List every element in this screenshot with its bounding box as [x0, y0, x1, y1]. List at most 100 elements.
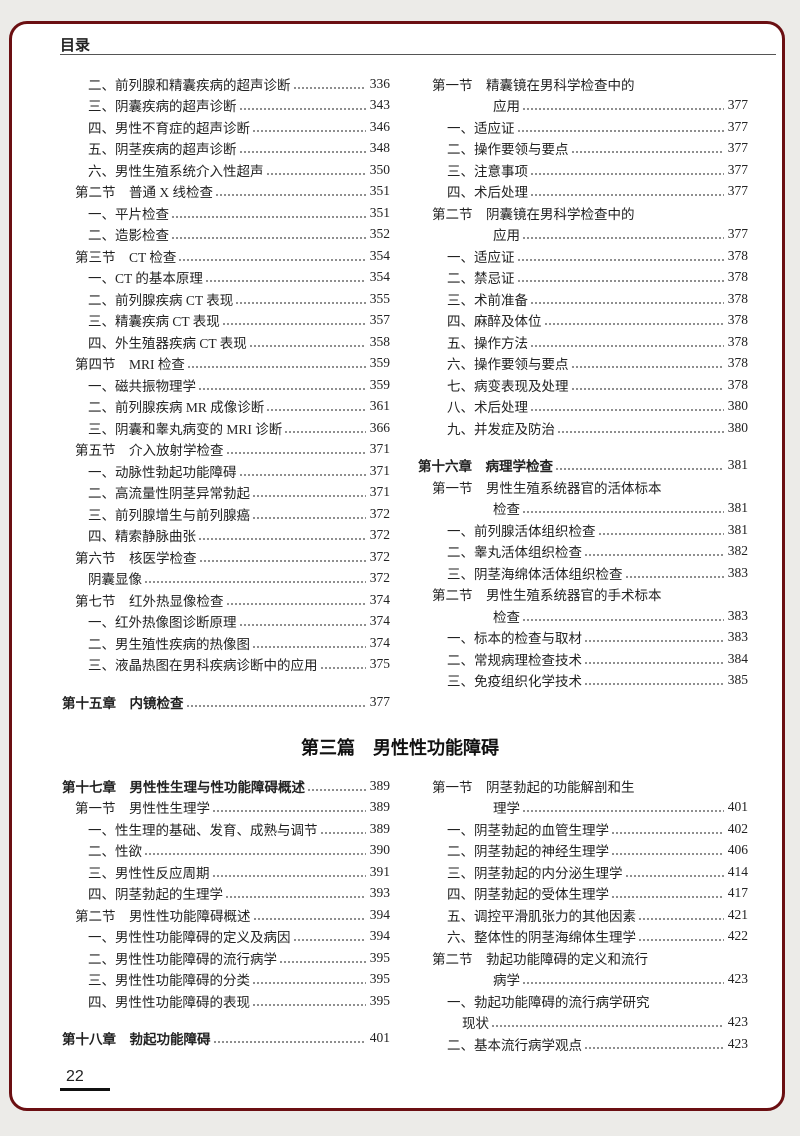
dot-leader — [597, 524, 724, 535]
toc-column-bottom-right: 第一节 阴茎勃起的功能解剖和生 理学 401 一、阴茎勃起的血管生理学 402 二、阴茎勃… — [418, 775, 748, 1055]
toc-entry-section[interactable]: 第一节 男性生殖系统器官的活体标本 — [418, 476, 748, 498]
toc-entry-item[interactable]: 三、免疫组织化学技术 385 — [418, 670, 748, 692]
toc-entry-item[interactable]: 三、精囊疾病 CT 表现 357 — [62, 310, 390, 332]
dot-leader — [516, 121, 724, 132]
toc-entry-item[interactable]: 一、性生理的基础、发育、成熟与调节 389 — [62, 818, 390, 840]
toc-entry-section[interactable]: 第五节 介入放射学检查 371 — [62, 439, 390, 461]
toc-entry-item[interactable]: 二、性欲 390 — [62, 840, 390, 862]
toc-entry-item[interactable]: 三、阴茎勃起的内分泌生理学 414 — [418, 861, 748, 883]
toc-entry-item[interactable]: 三、男性性反应周期 391 — [62, 861, 390, 883]
toc-entry-page: 377 — [727, 140, 748, 156]
toc-entry-cont[interactable]: 病学 423 — [418, 969, 748, 991]
toc-entry-item[interactable]: 一、CT 的基本原理 354 — [62, 267, 390, 289]
toc-entry-title: 六、整体性的阴茎海绵体生理学 — [447, 930, 636, 946]
toc-entry-item[interactable]: 一、阴茎勃起的血管生理学 402 — [418, 818, 748, 840]
toc-entry-item[interactable]: 三、术前准备 378 — [418, 288, 748, 310]
toc-entry-item[interactable]: 二、禁忌证 378 — [418, 267, 748, 289]
toc-entry-item[interactable]: 一、男性性功能障碍的定义及病因 394 — [62, 926, 390, 948]
toc-entry-section[interactable]: 第六节 核医学检查 372 — [62, 546, 390, 568]
toc-entry-item[interactable]: 二、前列腺疾病 CT 表现 355 — [62, 288, 390, 310]
toc-entry-item[interactable]: 四、阴茎勃起的生理学 393 — [62, 883, 390, 905]
toc-entry-cont[interactable]: 检查 381 — [418, 498, 748, 520]
toc-entry-item[interactable]: 六、男性生殖系统介入性超声 350 — [62, 159, 390, 181]
toc-entry-title: 二、阴茎勃起的神经生理学 — [447, 844, 609, 860]
toc-entry-cont[interactable]: 检查 383 — [418, 605, 748, 627]
toc-entry-item[interactable]: 九、并发症及防治 380 — [418, 417, 748, 439]
toc-entry-item[interactable]: 一、红外热像图诊断原理 374 — [62, 611, 390, 633]
toc-entry-item[interactable]: 六、整体性的阴茎海绵体生理学 422 — [418, 926, 748, 948]
toc-entry-section[interactable]: 第一节 男性性生理学 389 — [62, 797, 390, 819]
toc-entry-item[interactable]: 三、注意事项 377 — [418, 159, 748, 181]
toc-entry-item[interactable]: 二、前列腺和精囊疾病的超声诊断 336 — [62, 73, 390, 95]
toc-entry-item[interactable]: 六、操作要领与要点 378 — [418, 353, 748, 375]
toc-entry-section[interactable]: 第二节 勃起功能障碍的定义和流行 — [418, 947, 748, 969]
toc-entry-section[interactable]: 第四节 MRI 检查 359 — [62, 353, 390, 375]
toc-entry-item[interactable]: 二、造影检查 352 — [62, 224, 390, 246]
toc-entry-item[interactable]: 一、磁共振物理学 359 — [62, 374, 390, 396]
toc-entry-item[interactable]: 四、男性性功能障碍的表现 395 — [62, 990, 390, 1012]
toc-entry-item[interactable]: 四、外生殖器疾病 CT 表现 358 — [62, 331, 390, 353]
toc-entry-item[interactable]: 四、麻醉及体位 378 — [418, 310, 748, 332]
toc-entry-item[interactable]: 二、操作要领与要点 377 — [418, 138, 748, 160]
toc-entry-item[interactable]: 四、男性不育症的超声诊断 346 — [62, 116, 390, 138]
toc-entry-item[interactable]: 一、标本的检查与取材 383 — [418, 627, 748, 649]
toc-entry-item[interactable]: 阴囊显像 372 — [62, 568, 390, 590]
toc-entry-page: 417 — [727, 885, 748, 901]
toc-entry-item[interactable]: 二、男性性功能障碍的流行病学 395 — [62, 947, 390, 969]
toc-entry-title: 一、适应证 — [447, 249, 515, 265]
toc-entry-title: 一、男性性功能障碍的定义及病因 — [88, 930, 291, 946]
toc-entry-item[interactable]: 二、男生殖性疾病的热像图 374 — [62, 632, 390, 654]
toc-entry-section[interactable]: 第一节 精囊镜在男科学检查中的 — [418, 73, 748, 95]
toc-entry-chapter[interactable]: 第十七章 男性性生理与性功能障碍概述 389 — [62, 775, 390, 797]
toc-entry-section[interactable]: 第二节 阴囊镜在男科学检查中的 — [418, 202, 748, 224]
toc-entry-item[interactable]: 三、阴囊和睾丸病变的 MRI 诊断 366 — [62, 417, 390, 439]
toc-entry-page: 380 — [727, 398, 748, 414]
toc-entry-item[interactable]: 四、阴茎勃起的受体生理学 417 — [418, 883, 748, 905]
toc-entry-title: 四、男性性功能障碍的表现 — [88, 994, 250, 1010]
toc-entry-chapter[interactable]: 第十八章 勃起功能障碍 401 — [62, 1028, 390, 1050]
toc-entry-title: 第三节 CT 检查 — [75, 249, 177, 265]
toc-entry-title: 第二节 阴囊镜在男科学检查中的 — [432, 206, 635, 222]
toc-entry-section[interactable]: 第一节 阴茎勃起的功能解剖和生 — [418, 775, 748, 797]
toc-entry-item[interactable]: 八、术后处理 380 — [418, 396, 748, 418]
toc-entry-item[interactable]: 一、勃起功能障碍的流行病学研究 — [418, 990, 748, 1012]
toc-entry-title: 检查 — [493, 502, 520, 518]
toc-entry-item[interactable]: 五、调控平滑肌张力的其他因素 421 — [418, 904, 748, 926]
toc-entry-item[interactable]: 三、阴囊疾病的超声诊断 343 — [62, 95, 390, 117]
toc-entry-item[interactable]: 二、睾丸活体组织检查 382 — [418, 541, 748, 563]
toc-entry-cont[interactable]: 应用 377 — [418, 224, 748, 246]
toc-entry-item[interactable]: 一、平片检查 351 — [62, 202, 390, 224]
toc-entry-section[interactable]: 第七节 红外热显像检查 374 — [62, 589, 390, 611]
toc-entry-item[interactable]: 五、操作方法 378 — [418, 331, 748, 353]
toc-entry-item[interactable]: 二、基本流行病学观点 423 — [418, 1033, 748, 1055]
toc-entry-item[interactable]: 二、常规病理检查技术 384 — [418, 648, 748, 670]
toc-entry-section[interactable]: 第二节 男性性功能障碍概述 394 — [62, 904, 390, 926]
toc-entry-item[interactable]: 一、前列腺活体组织检查 381 — [418, 519, 748, 541]
toc-entry-item[interactable]: 二、高流量性阴茎异常勃起 371 — [62, 482, 390, 504]
toc-entry-chapter[interactable]: 第十六章 病理学检查 381 — [418, 455, 748, 477]
toc-entry-item[interactable]: 一、适应证 377 — [418, 116, 748, 138]
toc-entry-item[interactable]: 四、精索静脉曲张 372 — [62, 525, 390, 547]
toc-entry-section[interactable]: 第三节 CT 检查 354 — [62, 245, 390, 267]
toc-entry-item[interactable]: 三、阴茎海绵体活体组织检查 383 — [418, 562, 748, 584]
toc-entry-title: 六、男性生殖系统介入性超声 — [88, 163, 264, 179]
toc-entry-section[interactable]: 第二节 普通 X 线检查 351 — [62, 181, 390, 203]
toc-entry-cont[interactable]: 理学 401 — [418, 797, 748, 819]
toc-entry-item[interactable]: 三、男性性功能障碍的分类 395 — [62, 969, 390, 991]
toc-entry-item[interactable]: 一、适应证 378 — [418, 245, 748, 267]
toc-entry-item[interactable]: 四、术后处理 377 — [418, 181, 748, 203]
toc-entry-chapter[interactable]: 第十五章 内镜检查 377 — [62, 691, 390, 713]
toc-entry-item[interactable]: 三、液晶热图在男科疾病诊断中的应用 375 — [62, 654, 390, 676]
toc-entry-item[interactable]: 三、前列腺增生与前列腺癌 372 — [62, 503, 390, 525]
toc-entry-cont[interactable]: 应用 377 — [418, 95, 748, 117]
dot-leader — [611, 823, 724, 834]
toc-entry-item[interactable]: 一、动脉性勃起功能障碍 371 — [62, 460, 390, 482]
toc-entry-item-cont[interactable]: 现状 423 — [418, 1012, 748, 1034]
toc-entry-item[interactable]: 二、前列腺疾病 MR 成像诊断 361 — [62, 396, 390, 418]
toc-entry-item[interactable]: 七、病变表现及处理 378 — [418, 374, 748, 396]
dot-leader — [516, 250, 724, 261]
toc-entry-item[interactable]: 二、阴茎勃起的神经生理学 406 — [418, 840, 748, 862]
toc-entry-title: 三、液晶热图在男科疾病诊断中的应用 — [88, 658, 318, 674]
toc-entry-item[interactable]: 五、阴茎疾病的超声诊断 348 — [62, 138, 390, 160]
toc-entry-section[interactable]: 第二节 男性生殖系统器官的手术标本 — [418, 584, 748, 606]
